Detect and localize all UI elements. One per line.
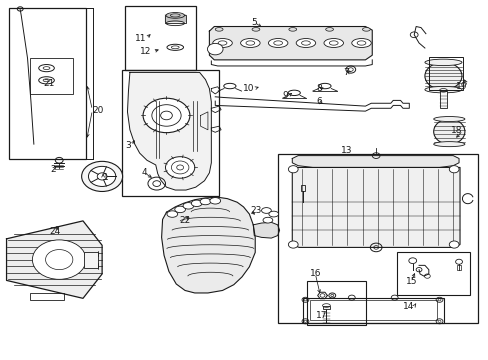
Circle shape <box>448 166 458 173</box>
Text: 2: 2 <box>50 165 56 174</box>
Text: 14: 14 <box>402 302 413 311</box>
Text: 6: 6 <box>316 96 322 105</box>
Ellipse shape <box>209 198 220 204</box>
Bar <box>164 15 185 23</box>
Ellipse shape <box>191 200 202 207</box>
Circle shape <box>288 166 298 173</box>
Text: 10: 10 <box>242 84 254 93</box>
Ellipse shape <box>296 39 315 48</box>
Text: 20: 20 <box>92 105 103 114</box>
Circle shape <box>207 43 223 55</box>
Text: 9: 9 <box>282 91 288 100</box>
Ellipse shape <box>200 198 210 205</box>
Bar <box>306 281 366 325</box>
Bar <box>439 91 447 108</box>
Text: 8: 8 <box>316 84 322 93</box>
Circle shape <box>448 241 458 248</box>
Ellipse shape <box>433 141 464 147</box>
Polygon shape <box>253 222 279 238</box>
Ellipse shape <box>325 28 333 31</box>
Polygon shape <box>292 156 458 167</box>
Text: 1: 1 <box>103 173 109 182</box>
Text: 12: 12 <box>139 47 151 56</box>
Ellipse shape <box>268 39 287 48</box>
Bar <box>322 306 330 309</box>
Bar <box>30 58 73 94</box>
Circle shape <box>88 166 116 186</box>
Text: 16: 16 <box>309 269 320 278</box>
Bar <box>122 69 219 196</box>
Ellipse shape <box>165 13 184 18</box>
Text: 17: 17 <box>315 311 326 320</box>
Ellipse shape <box>362 28 369 31</box>
Ellipse shape <box>215 28 223 31</box>
Text: 24: 24 <box>50 228 61 237</box>
Ellipse shape <box>261 208 271 213</box>
Text: 5: 5 <box>251 18 257 27</box>
Bar <box>125 6 195 69</box>
Ellipse shape <box>424 86 461 93</box>
Ellipse shape <box>268 211 278 217</box>
Bar <box>9 8 86 159</box>
Polygon shape <box>292 167 459 247</box>
Ellipse shape <box>263 217 272 223</box>
Text: 4: 4 <box>142 168 147 177</box>
Bar <box>303 298 444 323</box>
Text: 22: 22 <box>179 216 190 225</box>
Text: 15: 15 <box>405 276 416 285</box>
Ellipse shape <box>433 119 464 144</box>
Ellipse shape <box>324 39 343 48</box>
Circle shape <box>32 240 86 279</box>
Bar <box>301 185 305 192</box>
Text: 23: 23 <box>250 206 261 215</box>
Text: 7: 7 <box>343 68 348 77</box>
Text: 13: 13 <box>341 146 352 155</box>
Text: 18: 18 <box>450 126 462 135</box>
Circle shape <box>143 98 189 133</box>
Ellipse shape <box>433 117 464 122</box>
Polygon shape <box>161 197 255 293</box>
Polygon shape <box>209 27 371 60</box>
Bar <box>456 265 461 270</box>
Ellipse shape <box>288 28 296 31</box>
Ellipse shape <box>251 28 259 31</box>
Bar <box>310 301 436 320</box>
Ellipse shape <box>174 206 185 213</box>
Text: 3: 3 <box>125 141 131 150</box>
Circle shape <box>165 157 194 178</box>
Bar <box>396 252 469 295</box>
Polygon shape <box>6 221 102 298</box>
Ellipse shape <box>351 39 370 48</box>
Bar <box>277 154 477 323</box>
Circle shape <box>424 62 461 90</box>
Ellipse shape <box>240 39 260 48</box>
Bar <box>83 252 98 267</box>
Ellipse shape <box>166 211 177 217</box>
Circle shape <box>288 241 298 248</box>
Text: 21: 21 <box>44 80 55 89</box>
Ellipse shape <box>212 39 232 48</box>
Ellipse shape <box>183 203 193 209</box>
Polygon shape <box>127 72 211 190</box>
Circle shape <box>81 161 122 192</box>
Text: 11: 11 <box>134 34 146 43</box>
Ellipse shape <box>424 59 461 66</box>
Bar <box>428 57 462 90</box>
Bar <box>30 293 64 300</box>
Text: 19: 19 <box>455 82 467 91</box>
